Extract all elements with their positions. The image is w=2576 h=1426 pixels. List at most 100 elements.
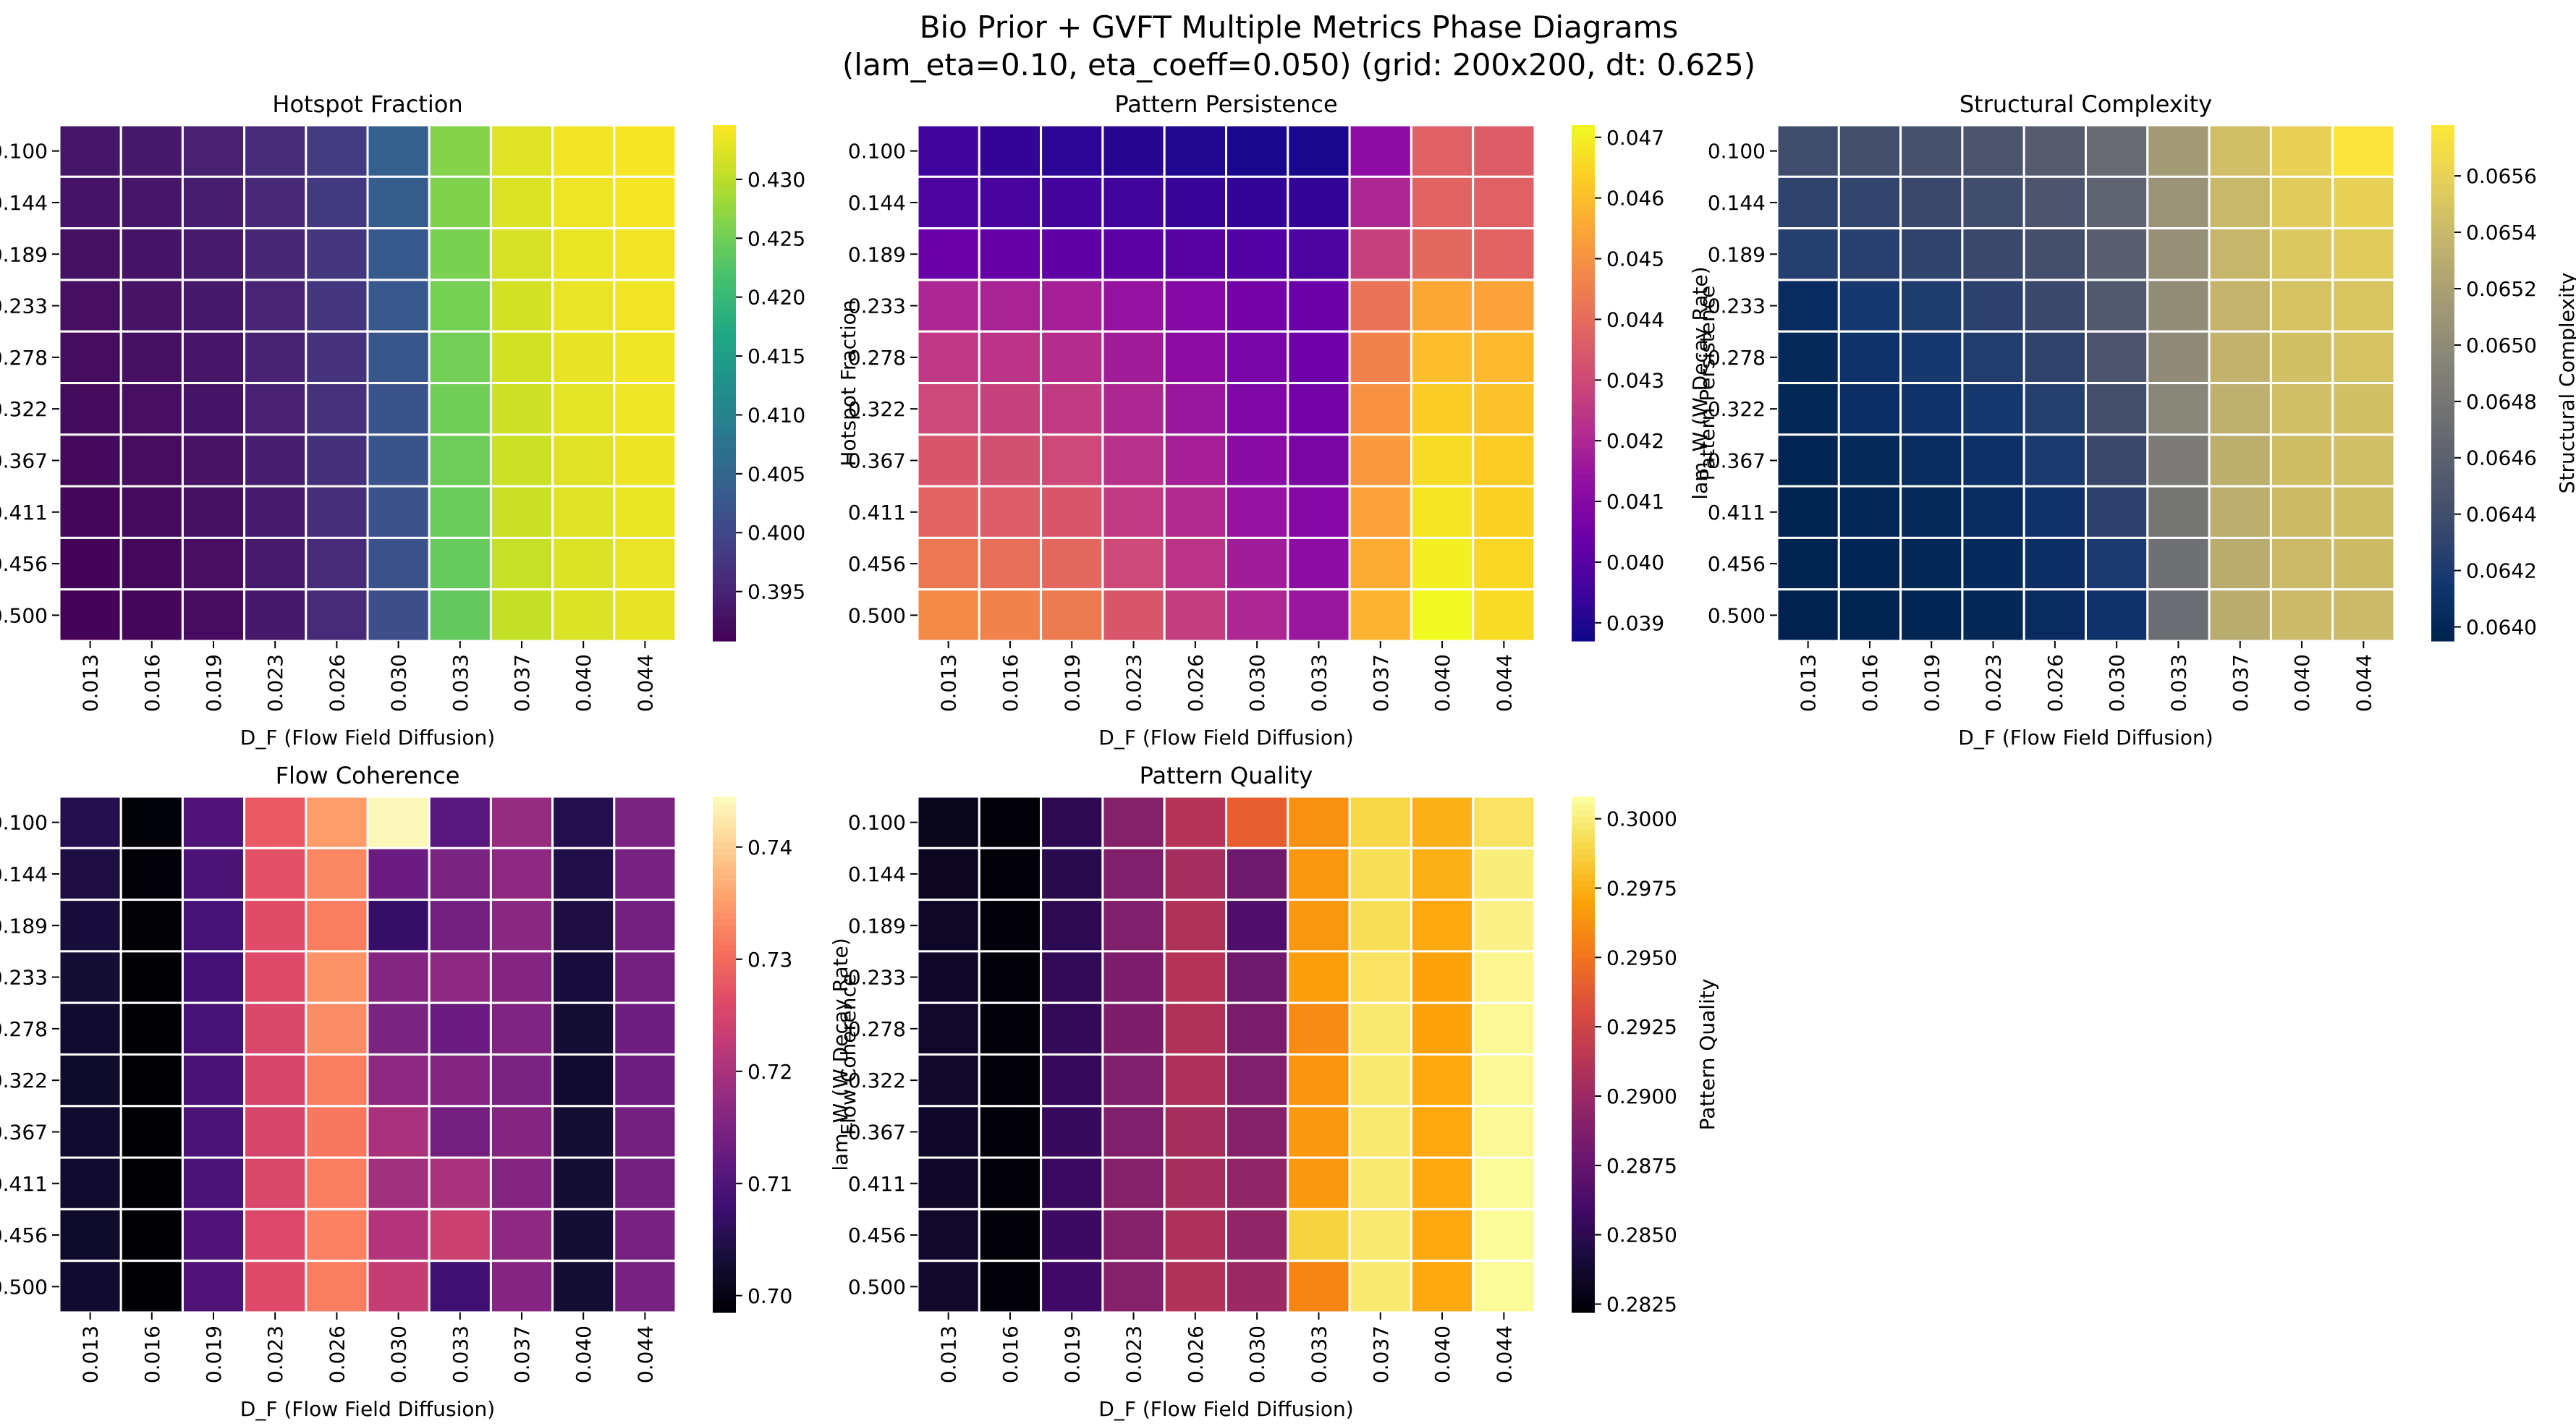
colorbar-segment xyxy=(2431,498,2454,506)
colorbar-segment xyxy=(713,938,736,946)
colorbar-segment xyxy=(713,493,736,500)
heatmap-cell xyxy=(1348,227,1412,281)
heatmap-cell xyxy=(1040,1260,1104,1314)
colorbar-segment xyxy=(1572,1215,1595,1223)
colorbar-segment xyxy=(2431,409,2454,416)
colorbar-segment xyxy=(713,1035,736,1043)
heatmap-cell xyxy=(181,485,246,539)
colorbar-segment xyxy=(1572,602,1595,610)
x-tick-label: 0.019 xyxy=(1920,654,1944,712)
y-tick-label: 0.189 xyxy=(0,914,48,938)
y-tick-label: 0.500 xyxy=(1708,603,1766,627)
colorbar-segment xyxy=(713,525,736,532)
colorbar-segment xyxy=(2431,421,2454,429)
heatmap-cell xyxy=(1163,846,1227,901)
colorbar-segment xyxy=(713,1247,736,1255)
heatmap-cell xyxy=(2331,588,2396,642)
x-tick-label: 0.033 xyxy=(1307,654,1331,712)
heatmap-cell xyxy=(305,950,369,1004)
heatmap-cell xyxy=(1225,279,1289,333)
heatmap-cell xyxy=(916,279,980,333)
heatmap-cell xyxy=(58,279,122,333)
colorbar-segment xyxy=(2431,190,2454,197)
colorbar-segment xyxy=(1572,1306,1595,1313)
colorbar-segment xyxy=(713,318,736,326)
x-tick-label: 0.023 xyxy=(263,654,287,712)
heatmap-cell xyxy=(305,485,369,539)
colorbar-segment xyxy=(713,1016,736,1023)
heatmap-cell xyxy=(428,1105,492,1159)
colorbar-segment xyxy=(1572,828,1595,836)
colorbar-segment xyxy=(1572,370,1595,378)
colorbar-segment xyxy=(1572,873,1595,881)
heatmap-cell xyxy=(1472,227,1536,281)
colorbar-segment xyxy=(713,1299,736,1307)
heatmap-cell xyxy=(1163,124,1227,178)
heatmap-cell xyxy=(181,899,246,953)
colorbar-segment xyxy=(1572,305,1595,313)
heatmap-cell xyxy=(1225,175,1289,230)
heatmap-cell xyxy=(551,1105,616,1159)
colorbar-segment xyxy=(1572,473,1595,480)
colorbar-tick-label: 0.0640 xyxy=(2466,616,2537,640)
colorbar-tick-label: 0.425 xyxy=(747,226,805,250)
colorbar-segment xyxy=(2431,473,2454,480)
heatmap-cell xyxy=(366,382,431,436)
colorbar-segment xyxy=(1572,177,1595,184)
heatmap-cell xyxy=(2085,485,2149,539)
colorbar-segment xyxy=(1572,906,1595,914)
heatmap-cell xyxy=(1348,1105,1412,1159)
heatmap-cell xyxy=(181,588,246,642)
heatmap-cell xyxy=(1961,124,2025,178)
heatmap-cell xyxy=(1040,1105,1104,1159)
colorbar-segment xyxy=(1572,564,1595,571)
heatmap-cell xyxy=(613,1260,677,1314)
heatmap-cell xyxy=(1899,330,1964,385)
heatmap-cell xyxy=(2022,588,2087,642)
heatmap-cell xyxy=(1410,1208,1475,1262)
heatmap-cell xyxy=(428,588,492,642)
heatmap-cell xyxy=(2085,330,2149,385)
colorbar-segment xyxy=(713,595,736,603)
heatmap-cell xyxy=(1040,279,1104,333)
x-tick-label: 0.033 xyxy=(449,654,473,712)
heatmap-cell xyxy=(58,124,122,178)
heatmap-cell xyxy=(1348,1001,1412,1056)
colorbar-segment xyxy=(713,569,736,577)
colorbar-segment xyxy=(713,260,736,268)
heatmap-cell xyxy=(916,588,980,642)
colorbar-segment xyxy=(1572,493,1595,500)
heatmap-cell xyxy=(366,588,431,642)
colorbar-segment xyxy=(1572,221,1595,229)
heatmap-cell xyxy=(1163,536,1227,591)
colorbar-segment xyxy=(2431,131,2454,139)
colorbar-segment xyxy=(713,396,736,403)
heatmap-cell xyxy=(1410,899,1475,953)
heatmap-cell xyxy=(366,485,431,539)
heatmap-cell xyxy=(2269,279,2334,333)
heatmap-cell xyxy=(119,175,184,230)
x-tick-label: 0.040 xyxy=(1431,654,1454,712)
colorbar-segment xyxy=(2431,467,2454,474)
colorbar-segment xyxy=(2431,460,2454,467)
heatmap-cell xyxy=(366,330,431,385)
heatmap-cell xyxy=(1287,1156,1351,1210)
heatmap-cell xyxy=(1101,1156,1166,1210)
y-tick-label: 0.367 xyxy=(848,1120,906,1144)
colorbar-segment xyxy=(713,312,736,319)
heatmap-cell xyxy=(489,1105,554,1159)
colorbar-segment xyxy=(1572,292,1595,300)
y-axis-label: lam_W (W Decay Rate) xyxy=(829,938,852,1171)
x-tick-label: 0.040 xyxy=(572,654,596,712)
colorbar-segment xyxy=(713,589,736,597)
colorbar-segment xyxy=(1572,150,1595,158)
colorbar-segment xyxy=(1572,144,1595,152)
heatmap-cell xyxy=(181,175,246,230)
colorbar-segment xyxy=(713,486,736,493)
heatmap-cell xyxy=(978,227,1043,281)
colorbar-segment xyxy=(1572,1145,1595,1152)
heatmap-cell xyxy=(2146,588,2211,642)
heatmap-cell xyxy=(1348,175,1412,230)
colorbar-segment xyxy=(713,202,736,210)
x-tick-label: 0.037 xyxy=(510,1325,534,1383)
